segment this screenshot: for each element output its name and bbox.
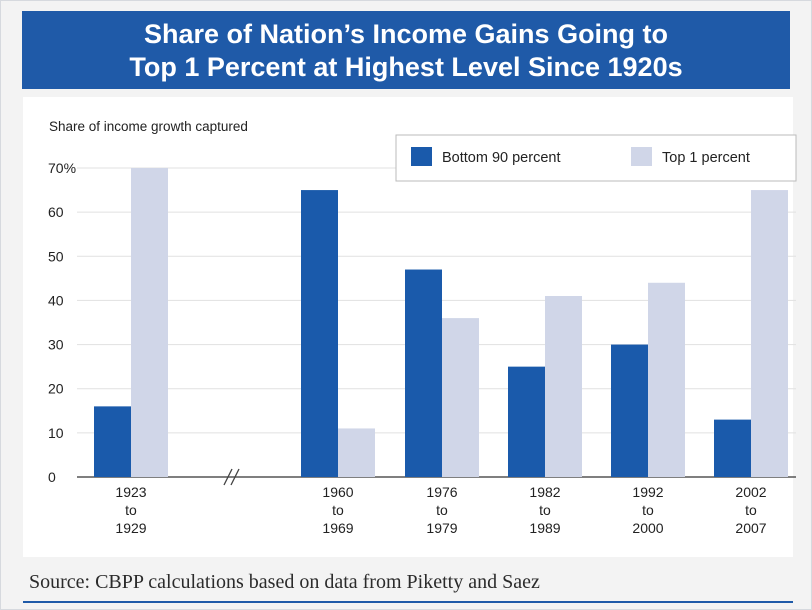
y-axis-label: Share of income growth captured: [49, 119, 248, 134]
legend-label-bottom-90: Bottom 90 percent: [442, 150, 561, 166]
bar-bottom-90: [94, 406, 131, 477]
x-tick-label: to: [539, 502, 551, 518]
source-note: Source: CBPP calculations based on data …: [29, 571, 540, 593]
y-tick-label: 40: [48, 292, 64, 308]
x-tick-label: 1976: [426, 484, 457, 500]
bar-chart: 0 10 20 30 40 50 60 70% Share of income growth c…: [23, 97, 797, 557]
legend-swatch-bottom-90: [411, 147, 432, 166]
title-line-2: Top 1 Percent at Highest Level Since 192…: [129, 52, 683, 82]
bar-top-1: [751, 190, 788, 478]
legend-swatch-top-1: [631, 147, 652, 166]
y-tick-label: 50: [48, 248, 64, 264]
bar-top-1: [338, 428, 375, 477]
y-tick-label: 70%: [48, 160, 76, 176]
bar-top-1: [131, 168, 168, 477]
x-tick-label: to: [125, 502, 137, 518]
x-tick-label: 2007: [735, 520, 766, 536]
axis-break-mark: [230, 468, 240, 486]
y-tick-label: 20: [48, 381, 64, 397]
x-tick-label: 1979: [426, 520, 457, 536]
bar-top-1: [545, 296, 582, 477]
x-tick-label: 1982: [529, 484, 560, 500]
x-tick-label: 1960: [322, 484, 353, 500]
title-banner: Share of Nation’s Income Gains Going to …: [22, 11, 790, 89]
title-line-1: Share of Nation’s Income Gains Going to: [143, 19, 669, 49]
legend-label-top-1: Top 1 percent: [662, 150, 750, 166]
bar-bottom-90: [301, 190, 338, 478]
axis-break-mark: [223, 468, 233, 486]
x-tick-label: 2002: [735, 484, 766, 500]
x-tick-label: 1992: [632, 484, 663, 500]
x-tick-label: 1923: [115, 484, 146, 500]
legend-box: [395, 134, 797, 182]
x-tick-label: to: [332, 502, 344, 518]
y-tick-label: 0: [48, 469, 56, 485]
bar-bottom-90: [508, 366, 545, 477]
bar-bottom-90: [405, 269, 442, 477]
bar-bottom-90: [714, 419, 751, 477]
x-tick-label: to: [436, 502, 448, 518]
y-tick-label: 10: [48, 425, 64, 441]
x-tick-label: to: [745, 502, 757, 518]
x-tick-label: 1989: [529, 520, 560, 536]
bar-top-1: [442, 318, 479, 477]
bar-bottom-90: [611, 344, 648, 477]
source-rule: [23, 601, 793, 603]
x-tick-label: to: [642, 502, 654, 518]
y-tick-label: 30: [48, 337, 64, 353]
bar-top-1: [648, 282, 685, 477]
x-tick-label: 1969: [322, 520, 353, 536]
x-tick-label: 2000: [632, 520, 663, 536]
y-tick-label: 60: [48, 204, 64, 220]
x-tick-label: 1929: [115, 520, 146, 536]
